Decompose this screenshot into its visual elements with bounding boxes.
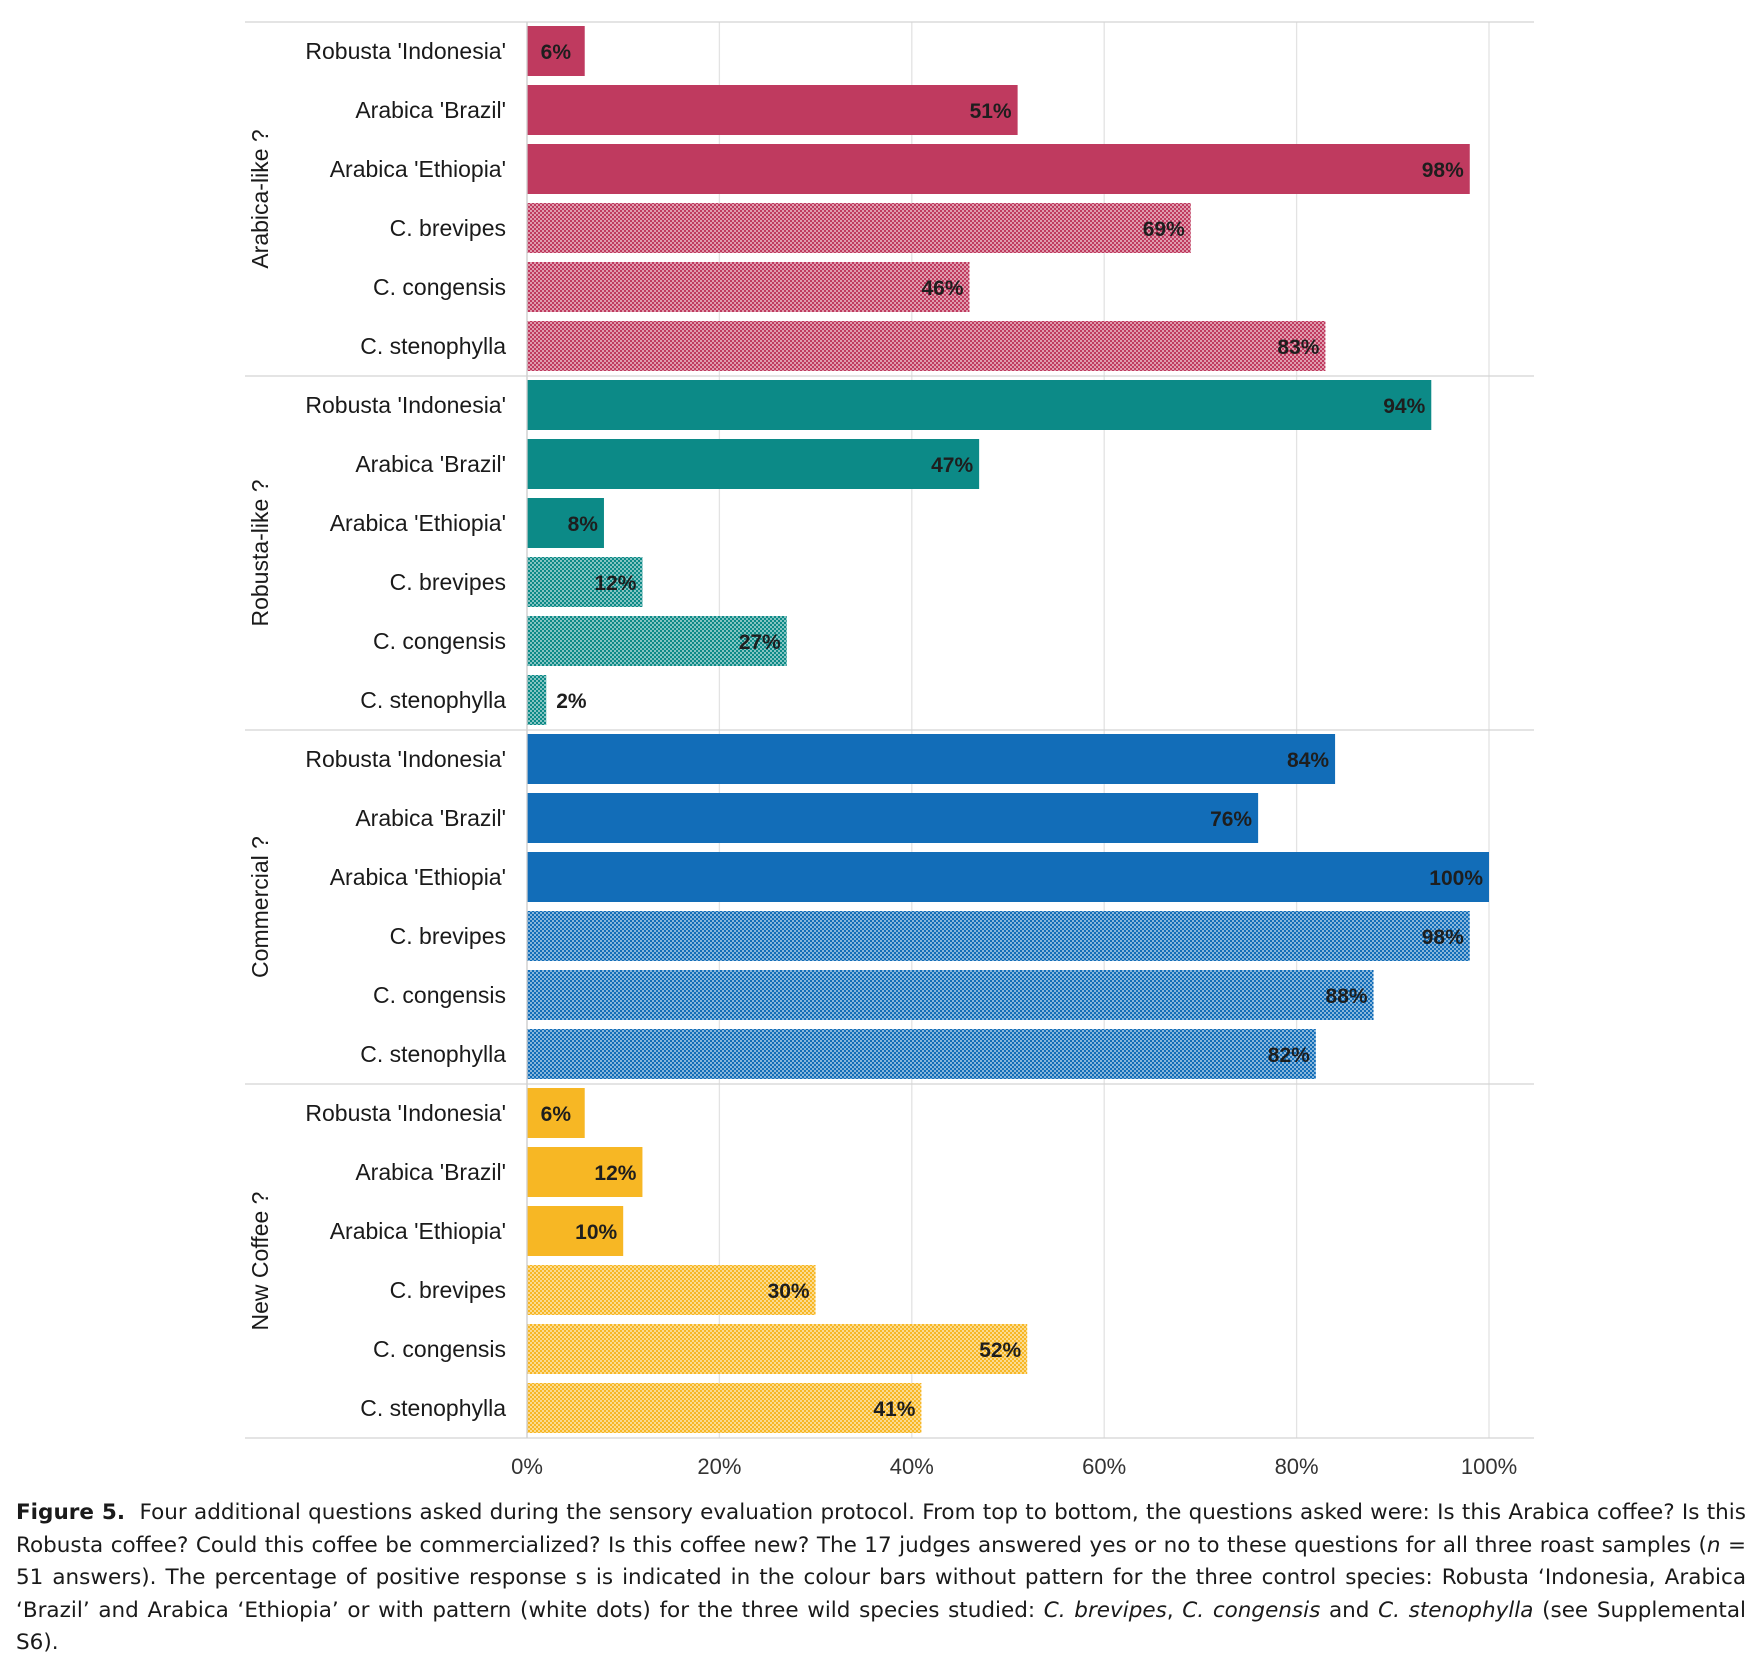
bar <box>527 26 585 76</box>
caption-n-symbol: n <box>1706 1532 1721 1558</box>
caption-text-3: (see Supplemental S6). <box>16 1597 1746 1656</box>
bar <box>527 1088 585 1138</box>
bar <box>527 557 643 607</box>
panel-label: Commercial ? <box>247 836 273 978</box>
bar <box>527 380 1432 430</box>
category-label: C. stenophylla <box>360 1395 506 1421</box>
figure-caption: Figure 5. Four additional questions aske… <box>16 1497 1746 1660</box>
category-label: Robusta 'Indonesia' <box>305 1100 506 1126</box>
bar <box>527 321 1326 371</box>
bar <box>527 911 1470 961</box>
caption-species-congensis: C. congensis <box>1182 1597 1321 1623</box>
bar <box>527 203 1191 253</box>
value-label: 98% <box>1422 926 1464 949</box>
category-label: Arabica 'Brazil' <box>355 1159 506 1185</box>
category-label: Robusta 'Indonesia' <box>305 392 506 418</box>
value-label: 52% <box>979 1339 1021 1362</box>
bar <box>527 85 1018 135</box>
value-label: 10% <box>575 1221 617 1244</box>
category-label: Arabica 'Brazil' <box>355 97 506 123</box>
category-label: C. stenophylla <box>360 687 506 713</box>
category-label: C. stenophylla <box>360 333 506 359</box>
category-label: Arabica 'Brazil' <box>355 805 506 831</box>
value-label: 6% <box>541 41 572 64</box>
value-label: 30% <box>768 1280 810 1303</box>
x-tick-label: 100% <box>1461 1454 1517 1479</box>
caption-text-2: = 51 answers). The percentage of positiv… <box>16 1532 1746 1623</box>
category-label: Arabica 'Ethiopia' <box>330 510 506 536</box>
bar <box>527 970 1374 1020</box>
panel-label: Robusta-like ? <box>247 479 273 626</box>
caption-separator-2: and <box>1320 1597 1379 1623</box>
panel-label: New Coffee ? <box>247 1192 273 1331</box>
category-label: Arabica 'Brazil' <box>355 451 506 477</box>
value-label: 12% <box>594 1162 636 1185</box>
bar <box>527 793 1259 843</box>
category-label: Arabica 'Ethiopia' <box>330 156 506 182</box>
category-label: Robusta 'Indonesia' <box>305 38 506 64</box>
x-tick-label: 60% <box>1082 1454 1126 1479</box>
bar <box>527 852 1489 902</box>
value-label: 82% <box>1268 1044 1310 1067</box>
value-label: 47% <box>931 454 973 477</box>
value-label: 8% <box>568 513 599 536</box>
bar <box>527 439 980 489</box>
value-label: 51% <box>970 100 1012 123</box>
value-label: 69% <box>1143 218 1185 241</box>
category-label: C. congensis <box>373 982 506 1008</box>
category-label: Robusta 'Indonesia' <box>305 746 506 772</box>
value-label: 76% <box>1210 808 1252 831</box>
value-label: 46% <box>921 277 963 300</box>
value-label: 88% <box>1326 985 1368 1008</box>
bar <box>527 1324 1028 1374</box>
caption-separator-1: , <box>1166 1597 1183 1623</box>
x-tick-label: 20% <box>697 1454 741 1479</box>
bar <box>527 144 1470 194</box>
bar-chart: 0% 20% 40% 60% 80% 100% Arabica-like ? Robusta … <box>245 21 1534 1479</box>
chart-canvas: 0% 20% 40% 60% 80% 100% Arabica-like ? Robusta … <box>245 21 1534 1479</box>
category-label: C. brevipes <box>390 569 506 595</box>
bar <box>527 1147 643 1197</box>
value-label: 94% <box>1383 395 1425 418</box>
value-label: 83% <box>1277 336 1319 359</box>
value-label: 12% <box>594 572 636 595</box>
category-label: Arabica 'Ethiopia' <box>330 864 506 890</box>
x-tick-label: 0% <box>511 1454 543 1479</box>
value-label: 84% <box>1287 749 1329 772</box>
caption-species-brevipes: C. brevipes <box>1043 1597 1167 1623</box>
value-label: 100% <box>1429 867 1483 890</box>
bar <box>527 734 1336 784</box>
bar <box>527 262 970 312</box>
bar <box>527 616 787 666</box>
category-label: C. congensis <box>373 628 506 654</box>
value-label: 6% <box>541 1103 572 1126</box>
value-label: 2% <box>556 690 587 713</box>
bar <box>527 675 547 725</box>
category-label: C. stenophylla <box>360 1041 506 1067</box>
bar <box>527 1206 624 1256</box>
x-tick-label: 40% <box>890 1454 934 1479</box>
category-label: Arabica 'Ethiopia' <box>330 1218 506 1244</box>
bar <box>527 1265 816 1315</box>
value-label: 41% <box>873 1398 915 1421</box>
x-tick-label: 80% <box>1275 1454 1319 1479</box>
bar <box>527 1029 1316 1079</box>
caption-title: Figure 5. <box>16 1500 125 1525</box>
caption-text-1: Four additional questions asked during t… <box>16 1500 1746 1558</box>
value-label: 98% <box>1422 159 1464 182</box>
category-label: C. brevipes <box>390 1277 506 1303</box>
value-label: 27% <box>739 631 781 654</box>
bar <box>527 1383 922 1433</box>
category-label: C. brevipes <box>390 215 506 241</box>
bar <box>527 498 604 548</box>
category-label: C. congensis <box>373 274 506 300</box>
panel-label: Arabica-like ? <box>247 129 273 268</box>
category-label: C. congensis <box>373 1336 506 1362</box>
category-label: C. brevipes <box>390 923 506 949</box>
caption-species-stenophylla: C. stenophylla <box>1378 1597 1534 1623</box>
